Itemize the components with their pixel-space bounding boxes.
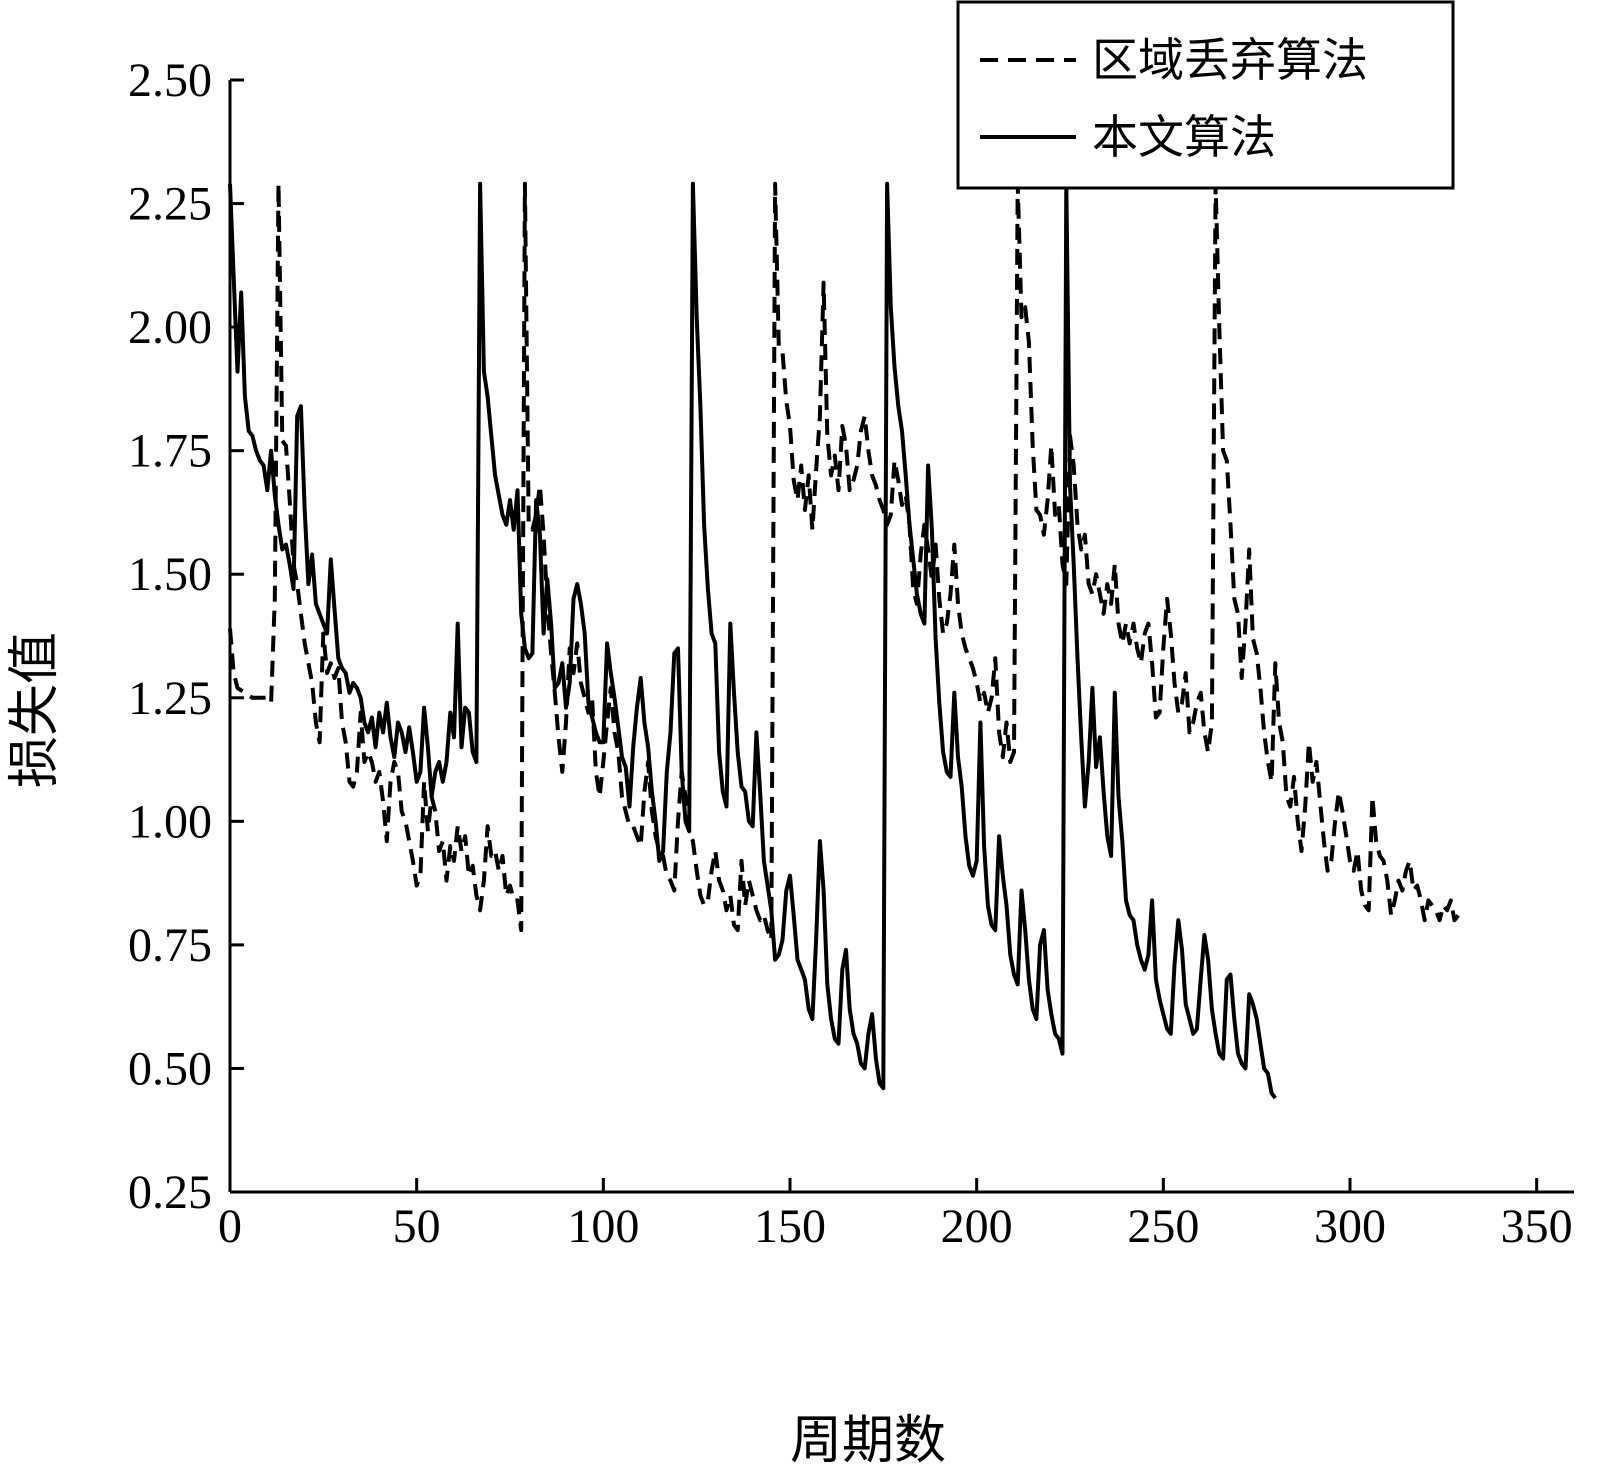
y-tick-label: 1.00 bbox=[128, 795, 212, 848]
legend: 区域丢弃算法 本文算法 bbox=[956, 0, 1455, 190]
x-tick-label: 0 bbox=[218, 1200, 242, 1253]
x-tick-label: 50 bbox=[393, 1200, 441, 1253]
y-tick-label: 0.75 bbox=[128, 919, 212, 972]
x-tick-label: 100 bbox=[567, 1200, 639, 1253]
series-line-ours bbox=[228, 181, 1277, 1100]
legend-label-region-drop: 区域丢弃算法 bbox=[1092, 33, 1368, 87]
x-axis-ticks: 0 50 100 150 200 250 300 350 bbox=[218, 1178, 1573, 1253]
y-tick-label: 1.50 bbox=[128, 548, 212, 601]
y-tick-label: 0.50 bbox=[128, 1042, 212, 1095]
legend-label-ours: 本文算法 bbox=[1092, 110, 1276, 164]
x-axis-title: 周期数 bbox=[790, 1411, 946, 1470]
y-axis-ticks: 0.25 0.50 0.75 1.00 1.25 1.50 1.75 2.00 2.25 2.50 bbox=[128, 54, 244, 1219]
y-tick-label: 2.25 bbox=[128, 178, 212, 231]
axes bbox=[228, 80, 1574, 1194]
y-tick-label: 0.25 bbox=[128, 1166, 212, 1219]
y-axis-title: 损失值 bbox=[5, 632, 65, 788]
y-tick-label: 1.25 bbox=[128, 672, 212, 725]
x-tick-label: 300 bbox=[1314, 1200, 1386, 1253]
series-layer bbox=[228, 181, 1464, 1100]
x-tick-label: 200 bbox=[941, 1200, 1013, 1253]
legend-box bbox=[956, 0, 1455, 190]
x-tick-label: 350 bbox=[1501, 1200, 1573, 1253]
x-tick-label: 250 bbox=[1127, 1200, 1199, 1253]
x-tick-label: 150 bbox=[754, 1200, 826, 1253]
series-line-region-drop bbox=[228, 181, 1464, 942]
y-tick-label: 2.00 bbox=[128, 301, 212, 354]
y-tick-label: 1.75 bbox=[128, 425, 212, 478]
y-tick-label: 2.50 bbox=[128, 54, 212, 107]
